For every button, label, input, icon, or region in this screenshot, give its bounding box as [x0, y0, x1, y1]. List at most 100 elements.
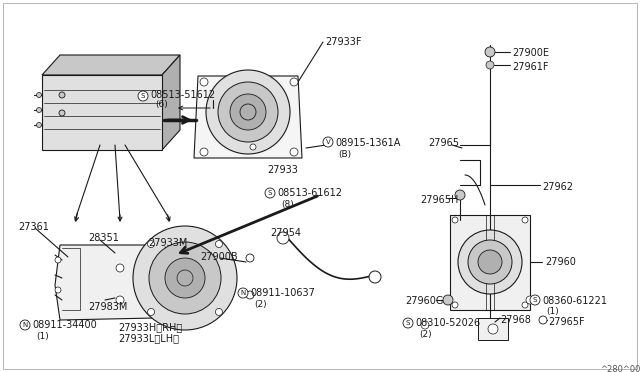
Circle shape: [526, 296, 534, 304]
Text: 08915-1361A: 08915-1361A: [335, 138, 401, 148]
Circle shape: [485, 47, 495, 57]
Text: 27983M: 27983M: [88, 302, 127, 312]
Text: 08360-61221: 08360-61221: [542, 296, 607, 306]
Circle shape: [246, 254, 254, 262]
Circle shape: [177, 270, 193, 286]
Circle shape: [206, 70, 290, 154]
Polygon shape: [194, 76, 302, 158]
Circle shape: [265, 188, 275, 198]
Text: 27933H〈RH〉: 27933H〈RH〉: [118, 322, 182, 332]
Text: 27965F: 27965F: [548, 317, 584, 327]
Circle shape: [36, 93, 42, 97]
Circle shape: [421, 321, 429, 329]
Circle shape: [20, 320, 30, 330]
Text: S: S: [406, 320, 410, 326]
Circle shape: [116, 296, 124, 304]
Circle shape: [138, 91, 148, 101]
Circle shape: [468, 240, 512, 284]
Text: 27933: 27933: [267, 165, 298, 175]
Circle shape: [59, 110, 65, 116]
Polygon shape: [42, 55, 180, 75]
Text: S: S: [533, 297, 537, 303]
Polygon shape: [162, 55, 180, 150]
Text: 27960G: 27960G: [405, 296, 444, 306]
Text: N: N: [241, 290, 246, 296]
Text: S: S: [268, 190, 272, 196]
Circle shape: [290, 78, 298, 86]
Text: N: N: [22, 322, 28, 328]
Circle shape: [238, 288, 248, 298]
Text: 28351: 28351: [88, 233, 119, 243]
Text: 27933L〈LH〉: 27933L〈LH〉: [118, 333, 179, 343]
Text: 27933M: 27933M: [148, 238, 188, 248]
Text: (1): (1): [546, 307, 559, 316]
Circle shape: [55, 257, 61, 263]
Bar: [478, 318, 508, 340]
Text: 27965H: 27965H: [420, 195, 458, 205]
Circle shape: [403, 318, 413, 328]
Circle shape: [36, 122, 42, 128]
Circle shape: [216, 308, 223, 315]
Circle shape: [230, 94, 266, 130]
Text: S: S: [141, 93, 145, 99]
Circle shape: [290, 148, 298, 156]
Circle shape: [240, 104, 256, 120]
Text: 27962: 27962: [542, 182, 573, 192]
Circle shape: [148, 241, 154, 247]
Circle shape: [250, 144, 256, 150]
Circle shape: [246, 291, 254, 299]
Circle shape: [522, 302, 528, 308]
Circle shape: [133, 226, 237, 330]
Circle shape: [59, 92, 65, 98]
Circle shape: [539, 316, 547, 324]
Circle shape: [55, 287, 61, 293]
Circle shape: [149, 242, 221, 314]
Polygon shape: [55, 245, 165, 320]
Circle shape: [116, 264, 124, 272]
Circle shape: [478, 250, 502, 274]
Circle shape: [455, 190, 465, 200]
Text: 27965: 27965: [428, 138, 459, 148]
Text: 27960: 27960: [545, 257, 576, 267]
Circle shape: [443, 295, 453, 305]
Text: (8): (8): [281, 200, 294, 209]
Text: 27900B: 27900B: [200, 252, 237, 262]
Circle shape: [148, 308, 154, 315]
Text: 27933F: 27933F: [325, 37, 362, 47]
Text: 27968: 27968: [500, 315, 531, 325]
Text: 08911-34400: 08911-34400: [32, 320, 97, 330]
Circle shape: [530, 295, 540, 305]
Text: 27961F: 27961F: [512, 62, 548, 72]
Circle shape: [452, 302, 458, 308]
Circle shape: [165, 258, 205, 298]
Circle shape: [488, 324, 498, 334]
Circle shape: [218, 82, 278, 142]
Text: 08513-51612: 08513-51612: [150, 90, 215, 100]
Circle shape: [277, 232, 289, 244]
Circle shape: [458, 230, 522, 294]
Circle shape: [200, 78, 208, 86]
Text: 27954: 27954: [270, 228, 301, 238]
Text: (1): (1): [36, 332, 49, 341]
Text: (6): (6): [155, 100, 168, 109]
Circle shape: [369, 271, 381, 283]
Text: 08513-61612: 08513-61612: [277, 188, 342, 198]
Text: ^280^0076: ^280^0076: [600, 365, 640, 372]
Text: (2): (2): [254, 300, 267, 309]
Circle shape: [323, 137, 333, 147]
Text: 27361: 27361: [18, 222, 49, 232]
Circle shape: [200, 148, 208, 156]
Circle shape: [522, 217, 528, 223]
Circle shape: [452, 217, 458, 223]
Circle shape: [36, 108, 42, 112]
Text: 08911-10637: 08911-10637: [250, 288, 315, 298]
Text: V: V: [326, 139, 330, 145]
Circle shape: [216, 241, 223, 247]
Text: (2): (2): [419, 330, 431, 339]
Text: 08310-52026: 08310-52026: [415, 318, 480, 328]
Text: (B): (B): [338, 150, 351, 159]
Polygon shape: [450, 215, 530, 310]
Text: 27900E: 27900E: [512, 48, 549, 58]
Circle shape: [486, 61, 494, 69]
Polygon shape: [42, 75, 162, 150]
